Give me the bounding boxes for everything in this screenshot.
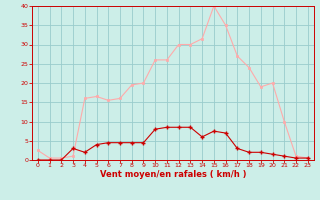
X-axis label: Vent moyen/en rafales ( km/h ): Vent moyen/en rafales ( km/h )	[100, 170, 246, 179]
